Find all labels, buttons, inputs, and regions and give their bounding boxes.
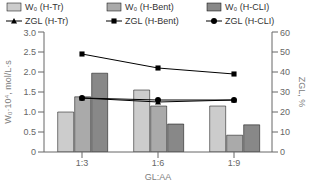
svg-text:10: 10	[280, 127, 290, 137]
svg-text:1:9: 1:9	[228, 158, 241, 168]
html-text:W₀ (H-Bent): W₀ (H-Bent)	[125, 2, 174, 12]
svg-text:50: 50	[280, 47, 290, 57]
svg-text:60: 60	[280, 28, 290, 38]
svg-text:40: 40	[280, 67, 290, 77]
svg-text:GL:AA: GL:AA	[145, 172, 172, 182]
svg-text:30: 30	[280, 87, 290, 97]
svg-text:0: 0	[280, 147, 285, 157]
html-text:ZGL (H-CLI): ZGL (H-CLI)	[225, 16, 275, 26]
svg-text:0.5: 0.5	[23, 127, 36, 137]
svg-text:20: 20	[280, 107, 290, 117]
svg-text:0: 0	[31, 147, 36, 157]
svg-text:1.0: 1.0	[23, 107, 36, 117]
svg-text:2.5: 2.5	[23, 47, 36, 57]
svg-text:1:3: 1:3	[76, 158, 89, 168]
html-text:ZGL (H-Tr): ZGL (H-Tr)	[25, 16, 69, 26]
svg-text:2.0: 2.0	[23, 67, 36, 77]
html-text:W₀ (H-Tr): W₀ (H-Tr)	[25, 2, 64, 12]
svg-text:1:6: 1:6	[152, 158, 165, 168]
svg-text:W₀·10⁴, mol/L·s: W₀·10⁴, mol/L·s	[8, 60, 13, 124]
svg-text:3.0: 3.0	[23, 28, 36, 38]
svg-text:1.5: 1.5	[23, 87, 36, 97]
html-text:W₀ (H-CLI): W₀ (H-CLI)	[225, 2, 270, 12]
svg-text:ZGL, %: ZGL, %	[297, 77, 304, 108]
html-text:ZGL (H-Bent): ZGL (H-Bent)	[125, 16, 179, 26]
